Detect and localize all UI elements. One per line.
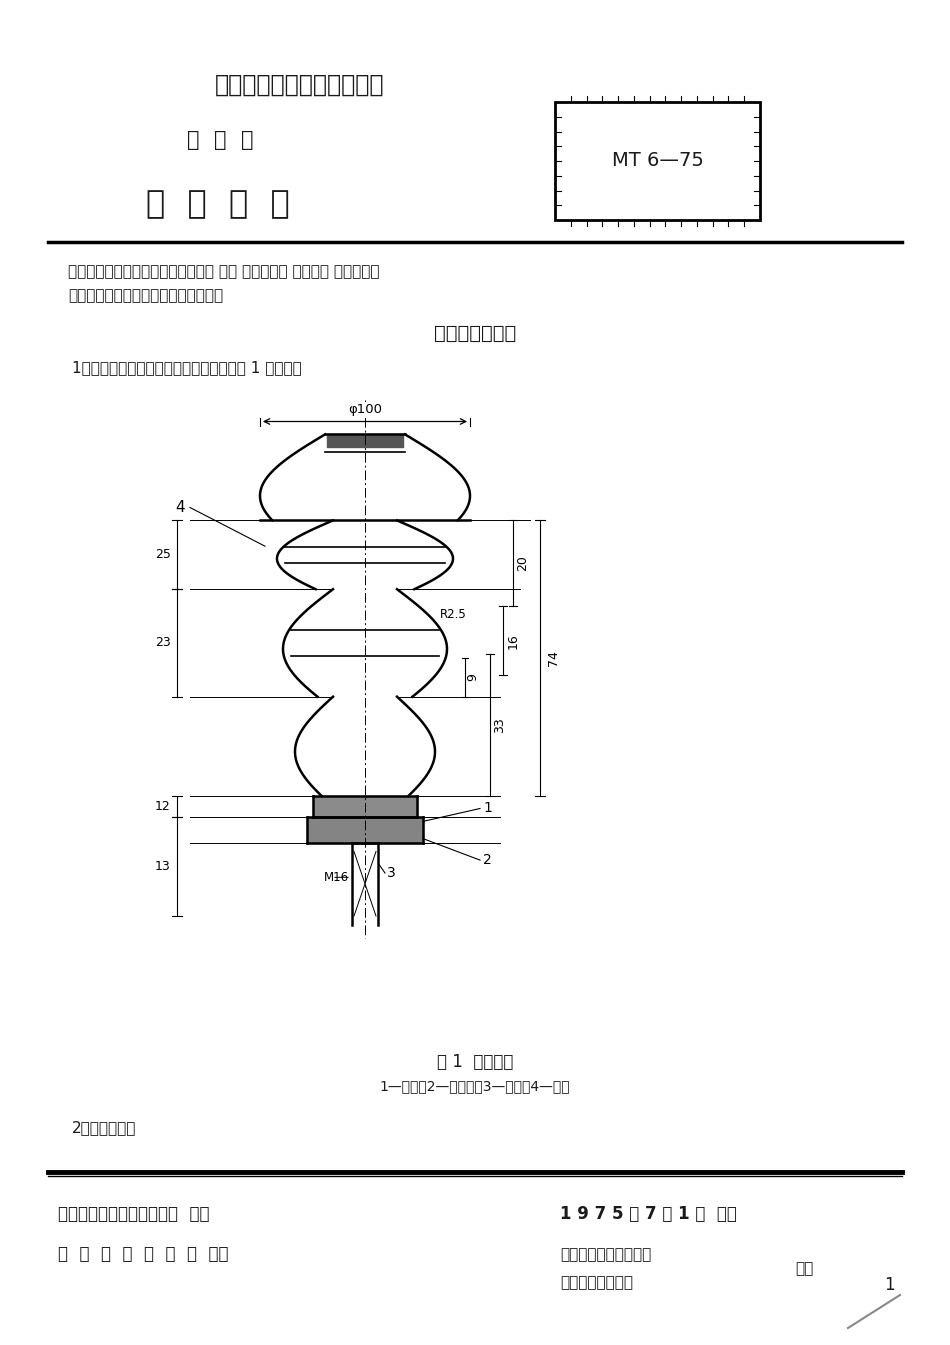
Text: 1: 1 — [483, 802, 492, 815]
Text: 本标准适用于矿山井下和地面窄轨铁 路运 输架线式电 机车牵引 网路接触线: 本标准适用于矿山井下和地面窄轨铁 路运 输架线式电 机车牵引 网路接触线 — [68, 265, 379, 280]
Text: 煤  炭  规  划  设  计  院  提出: 煤 炭 规 划 设 计 院 提出 — [58, 1245, 229, 1263]
Bar — [555, 102, 760, 221]
Text: 2: 2 — [483, 853, 492, 868]
Text: 1: 1 — [884, 1276, 895, 1294]
Text: 辽宁省煤矿设计研究院: 辽宁省煤矿设计研究院 — [560, 1247, 652, 1262]
Text: 中华人民共和国煤炭工业部  发布: 中华人民共和国煤炭工业部 发布 — [58, 1205, 210, 1223]
Text: MT 6—75: MT 6—75 — [612, 152, 703, 171]
Text: M16: M16 — [324, 870, 349, 884]
Text: 74: 74 — [546, 650, 560, 666]
Text: （电车线）的绝缘和悬挂用瓷吊线器。: （电车线）的绝缘和悬挂用瓷吊线器。 — [68, 288, 223, 304]
Text: 16: 16 — [506, 633, 520, 648]
Text: 1．瓷吊线器的型号与尺寸应符合本标准图 1 的规定。: 1．瓷吊线器的型号与尺寸应符合本标准图 1 的规定。 — [72, 360, 302, 375]
Text: 起草: 起草 — [795, 1260, 813, 1275]
Text: 9: 9 — [466, 674, 480, 682]
Text: 12: 12 — [155, 800, 171, 812]
Text: 25: 25 — [155, 549, 171, 561]
Text: 13: 13 — [155, 859, 171, 873]
Text: 瓷  吊  线  器: 瓷 吊 线 器 — [146, 190, 290, 221]
Text: 3: 3 — [387, 866, 396, 880]
Text: 图 1  瓷吊线器: 图 1 瓷吊线器 — [437, 1053, 513, 1071]
Text: R2.5: R2.5 — [440, 608, 466, 621]
Text: 20: 20 — [517, 555, 529, 572]
Text: 部  标  准: 部 标 准 — [187, 130, 254, 151]
Text: 33: 33 — [493, 717, 506, 733]
Text: 1 9 7 5 年 7 月 1 日  试行: 1 9 7 5 年 7 月 1 日 试行 — [560, 1205, 737, 1223]
Text: 1—胶垫；2—大垫圈；3—螺杆；4—瓷件: 1—胶垫；2—大垫圈；3—螺杆；4—瓷件 — [380, 1079, 570, 1093]
Text: 一、型号与尺寸: 一、型号与尺寸 — [434, 324, 516, 343]
Text: 南票矿务局电瓷厂: 南票矿务局电瓷厂 — [560, 1275, 633, 1290]
Text: φ100: φ100 — [348, 402, 382, 416]
Text: 中华人民共和国煤炭工业部: 中华人民共和国煤炭工业部 — [216, 73, 385, 97]
Text: 2．型号示例：: 2．型号示例： — [72, 1119, 137, 1135]
Text: 23: 23 — [155, 636, 171, 650]
Text: 4: 4 — [175, 500, 185, 515]
